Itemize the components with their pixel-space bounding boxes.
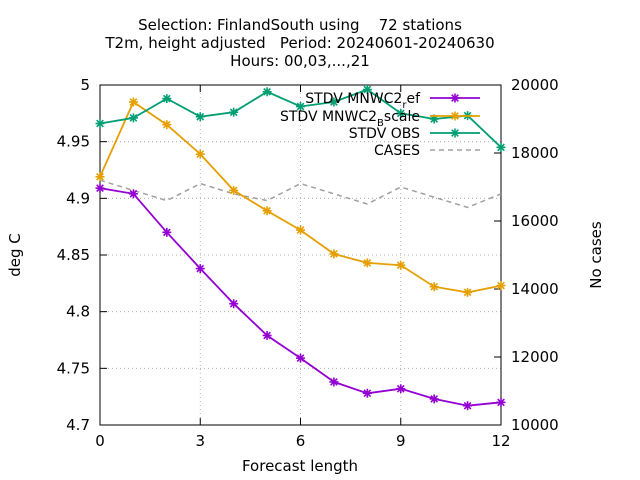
data-point — [329, 249, 339, 259]
data-point — [95, 172, 105, 182]
data-point — [128, 97, 138, 107]
data-point — [429, 394, 439, 404]
data-point — [229, 185, 239, 195]
x-tick-label: 9 — [396, 432, 406, 450]
data-point — [396, 384, 406, 394]
data-point — [362, 388, 372, 398]
data-point — [396, 108, 406, 118]
y2-axis-label: No cases — [587, 221, 605, 289]
y-tick-label: 4.85 — [57, 246, 90, 264]
data-point — [195, 264, 205, 274]
data-point — [95, 119, 105, 129]
data-point — [296, 225, 305, 235]
chart-title-line: Selection: FinlandSouth using 72 station… — [138, 16, 462, 34]
data-point — [362, 258, 372, 268]
x-tick-label: 0 — [95, 432, 105, 450]
axis-ticks: 4.7 4.75 4.8 4.85 4.9 4.95 5 10000 12000 14000 160… — [57, 76, 559, 450]
y-tick-label: 5 — [80, 76, 90, 94]
legend-label: STDV MNWC2Bscale — [280, 109, 420, 129]
y-tick-label: 4.95 — [57, 133, 90, 151]
legend-label: STDV MNWC2ref — [305, 91, 421, 111]
data-point — [162, 227, 172, 237]
data-point — [496, 397, 506, 407]
data-point — [329, 97, 339, 107]
data-point — [195, 149, 205, 159]
legend-label: CASES — [374, 143, 420, 159]
data-point — [329, 377, 339, 387]
y2-tick-label: 12000 — [511, 348, 559, 366]
data-point — [95, 183, 105, 193]
y-tick-label: 4.7 — [66, 416, 90, 434]
legend-label-main: CASES — [374, 143, 420, 159]
data-point — [296, 353, 305, 363]
legend-label-main: STDV OBS — [349, 126, 420, 142]
x-tick-label: 6 — [296, 432, 306, 450]
data-point — [262, 87, 272, 97]
data-point — [229, 107, 239, 117]
legend-item: STDV MNWC2Bscale — [280, 109, 480, 129]
legend-label-tail: scale — [384, 109, 420, 125]
y-axis-label: deg C — [6, 233, 24, 277]
data-point — [262, 330, 272, 340]
legend-label: STDV OBS — [349, 126, 420, 142]
legend-marker — [450, 111, 460, 121]
x-tick-label: 12 — [491, 432, 510, 450]
y2-tick-label: 20000 — [511, 76, 559, 94]
data-point — [396, 260, 406, 270]
legend-marker — [450, 128, 460, 138]
chart-title: Selection: FinlandSouth using 72 station… — [104, 16, 494, 70]
data-point — [128, 189, 138, 199]
data-point — [429, 282, 439, 292]
legend-item: CASES — [374, 143, 480, 159]
series-stdv-mnwc2-bscale — [95, 97, 506, 297]
data-point — [463, 287, 473, 297]
y2-tick-label: 18000 — [511, 144, 559, 162]
y2-tick-label: 14000 — [511, 280, 559, 298]
data-point — [128, 113, 138, 123]
series-stdv-mnwc2-ref — [95, 183, 506, 411]
legend-label-sub: r — [402, 100, 407, 111]
y-tick-label: 4.8 — [66, 303, 90, 321]
y2-tick-label: 16000 — [511, 212, 559, 230]
legend-label-sub: B — [377, 118, 384, 129]
data-point — [195, 112, 205, 122]
legend-label-main: STDV MNWC2 — [305, 91, 402, 107]
grid — [100, 85, 501, 425]
chart-title-line: T2m, height adjusted Period: 20240601-20… — [104, 34, 494, 52]
legend-item: STDV MNWC2ref — [305, 91, 480, 111]
legend-label-tail: ef — [406, 91, 421, 107]
legend-label-main: STDV MNWC2 — [280, 109, 377, 125]
data-point — [463, 401, 473, 411]
y-tick-label: 4.75 — [57, 359, 90, 377]
data-point — [162, 94, 172, 104]
data-point — [362, 85, 372, 95]
x-axis-label: Forecast length — [242, 457, 358, 475]
data-point — [229, 299, 239, 309]
data-point — [262, 206, 272, 216]
legend-marker — [450, 93, 460, 103]
data-point — [162, 120, 172, 130]
data-point — [496, 281, 506, 291]
legend-item: STDV OBS — [349, 126, 480, 142]
data-point — [496, 142, 506, 152]
data-point — [296, 102, 305, 112]
y-tick-label: 4.9 — [66, 189, 90, 207]
y2-tick-label: 10000 — [511, 416, 559, 434]
chart-title-line: Hours: 00,03,...,21 — [230, 52, 370, 70]
x-tick-label: 3 — [195, 432, 205, 450]
